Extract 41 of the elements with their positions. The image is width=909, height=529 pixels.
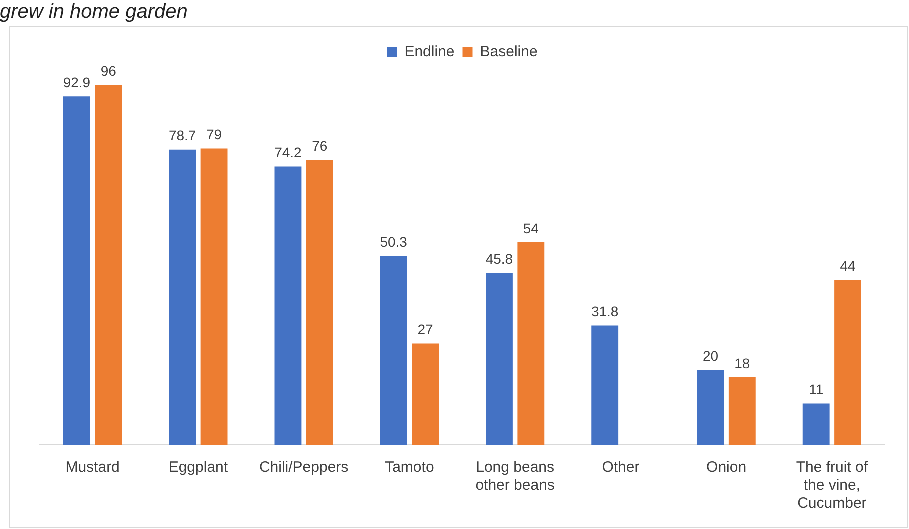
data-label: 45.8: [486, 251, 514, 268]
data-label: 27: [418, 322, 434, 338]
data-label: 79: [206, 126, 222, 143]
data-label: 54: [523, 220, 540, 236]
data-label: 74.2: [274, 144, 302, 161]
data-label: 11: [809, 382, 824, 398]
data-label: 96: [100, 62, 117, 79]
bar: [200, 148, 228, 445]
bar: [169, 150, 196, 445]
bar: [64, 96, 90, 445]
data-label: 31.8: [591, 304, 619, 320]
data-label: 20: [702, 348, 719, 364]
x-tick-label: Eggplant: [168, 459, 229, 476]
x-tick-label: Chili/Peppers: [259, 459, 349, 476]
bar: [306, 160, 334, 445]
x-tick-label: Onion: [706, 459, 747, 476]
x-tick-label: Mustard: [66, 459, 120, 476]
data-label: 92.9: [63, 74, 91, 90]
data-label: 50.3: [380, 234, 408, 250]
legend-label: Baseline: [480, 44, 538, 61]
bar: [802, 404, 830, 445]
data-label: 44: [840, 258, 856, 274]
bar: [486, 273, 513, 445]
bar: [697, 370, 724, 445]
x-tick-label: Tamoto: [385, 459, 434, 476]
chart-title: grew in home garden: [0, 0, 188, 24]
x-tick-label: Other: [602, 459, 640, 476]
x-tick-label: The fruit of the vine, Cucumber: [796, 459, 869, 512]
bar: [518, 242, 545, 445]
data-label: 18: [734, 355, 750, 372]
bar: [95, 85, 122, 445]
bar: [834, 280, 862, 445]
data-label: 78.7: [168, 128, 196, 144]
bar: [380, 256, 408, 445]
data-label: 76: [312, 138, 328, 154]
bar: [274, 166, 302, 445]
x-tick-label: Long beans other beans: [476, 459, 555, 494]
bar: [592, 326, 619, 445]
bar: [728, 378, 756, 445]
legend-label: Endline: [404, 44, 455, 61]
bar: [412, 344, 439, 445]
